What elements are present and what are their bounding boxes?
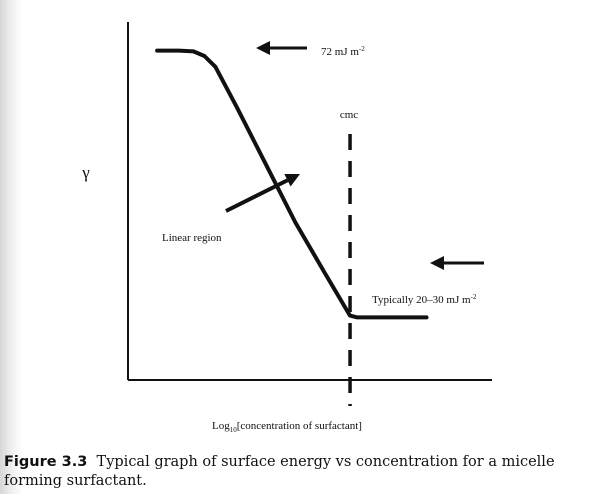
x-axis-label: Log10[concentration of surfactant] (212, 420, 362, 434)
x-axis-label-main: Log (212, 420, 230, 432)
annotation-typical-text: Typically 20–30 mJ m (372, 294, 471, 306)
figure-label: Figure 3.3 (4, 454, 88, 470)
annotation-72-sup: -2 (359, 45, 365, 53)
figure-caption: Figure 3.3 Typical graph of surface ener… (4, 453, 604, 491)
annotation-typical: Typically 20–30 mJ m-2 (372, 293, 477, 306)
annotation-arrows (225, 41, 484, 270)
annotation-72: 72 mJ m-2 (321, 45, 365, 58)
arrow-typical-head (430, 256, 444, 270)
x-axis-label-sub: 10 (230, 426, 238, 434)
annotation-typical-sup: -2 (471, 293, 477, 301)
arrow-72 (256, 41, 307, 55)
arrow-linear-region-shaft (225, 178, 289, 213)
cmc-label: cmc (340, 109, 358, 121)
chart: γ Log10[concentration of surfactant] cmc… (81, 22, 492, 434)
annotation-72-text: 72 mJ m (321, 46, 359, 58)
annotation-linear-region: Linear region (162, 232, 222, 244)
y-axis-label: γ (81, 163, 90, 182)
curve-layer (155, 48, 429, 320)
arrow-typical (430, 256, 484, 270)
arrow-linear-region-head (284, 174, 300, 187)
surface-energy-curve (155, 48, 429, 320)
figure-caption-text: Typical graph of surface energy vs conce… (4, 454, 555, 489)
axes (127, 22, 492, 381)
arrow-linear-region (225, 174, 300, 213)
arrow-72-head (256, 41, 270, 55)
x-axis-label-rest: [concentration of surfactant] (237, 420, 362, 432)
page-edge-shadow (0, 0, 22, 494)
